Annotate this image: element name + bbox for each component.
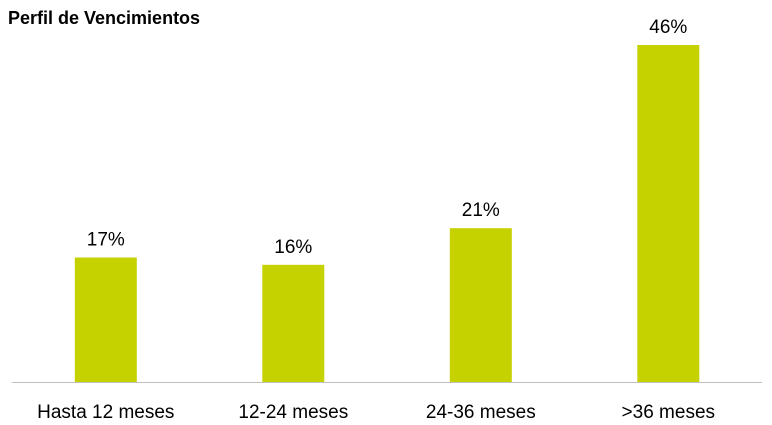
bar-value-label: 46% [649,17,687,38]
category-tick-label: 24-36 meses [426,402,536,423]
value-labels-group: 17% 16% 21% 46% [87,17,688,258]
bar-value-label: 17% [87,230,125,251]
category-tick-label: 12-24 meses [238,402,348,423]
category-tick-label: >36 meses [622,402,715,423]
category-tick-label: Hasta 12 meses [37,402,174,423]
bars-group [74,45,700,382]
chart-title: Perfil de Vencimientos [8,8,201,28]
bar [449,228,512,382]
bar [637,45,700,382]
bar-value-label: 16% [274,237,312,258]
bar [74,257,137,382]
bar [262,264,325,382]
bar-value-label: 21% [462,200,500,221]
category-labels-group: Hasta 12 meses 12-24 meses 24-36 meses >36 … [37,402,715,423]
